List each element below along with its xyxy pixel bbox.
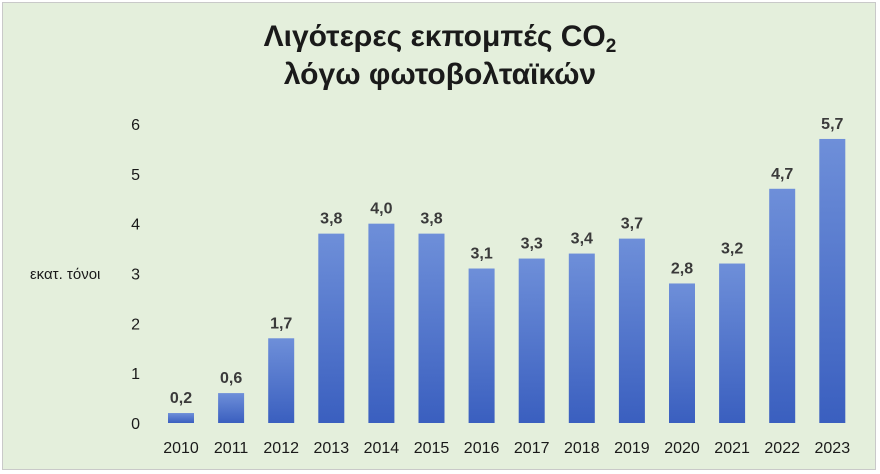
x-tick-label: 2010 (163, 440, 199, 457)
x-tick-label: 2023 (815, 440, 851, 457)
bar-2016 (468, 268, 495, 423)
bar-2017 (518, 258, 545, 423)
bar-2010 (168, 413, 194, 423)
x-tick-label: 2013 (314, 440, 350, 457)
y-tick-label: 3 (131, 267, 140, 284)
chart-title-line1: Λιγότερες εκπομπές CO2 (263, 20, 617, 57)
x-tick-label: 2016 (464, 440, 500, 457)
data-label: 3,4 (571, 231, 593, 248)
bar-2012 (268, 338, 295, 423)
x-tick-label: 2015 (414, 440, 450, 457)
x-tick-label: 2018 (564, 440, 600, 457)
x-tick-label: 2021 (714, 440, 750, 457)
y-axis-label: εκατ. τόνοι (30, 266, 100, 283)
data-label: 4,0 (370, 201, 392, 218)
y-tick-label: 5 (131, 167, 140, 184)
bar-2011 (218, 393, 245, 423)
x-tick-label: 2011 (214, 440, 249, 457)
bar-2022 (769, 188, 796, 423)
x-tick-label: 2019 (614, 440, 650, 457)
chart-title-line2: λόγω φωτοβολταϊκών (283, 58, 597, 91)
chart-title: Λιγότερες εκπομπές CO2 λόγω φωτοβολταϊκώ… (0, 18, 880, 94)
bar-2013 (318, 233, 345, 423)
data-label: 4,7 (771, 166, 793, 183)
y-tick-label: 4 (131, 217, 140, 234)
bar-2014 (368, 223, 395, 423)
y-tick-label: 6 (131, 117, 140, 134)
data-label: 0,6 (220, 370, 242, 387)
data-label: 1,7 (270, 315, 292, 332)
y-tick-label: 2 (131, 316, 140, 333)
data-label: 3,8 (320, 211, 342, 228)
x-tick-label: 2022 (764, 440, 800, 457)
bar-2015 (418, 233, 445, 423)
bar-2020 (669, 283, 695, 423)
data-label: 3,8 (420, 211, 442, 228)
x-tick-label: 2017 (514, 440, 550, 457)
bar-2023 (819, 138, 846, 423)
data-label: 2,8 (671, 260, 693, 277)
data-label: 5,7 (821, 116, 843, 133)
bar-2019 (618, 238, 645, 423)
x-tick-label: 2014 (364, 440, 400, 457)
data-label: 3,1 (470, 246, 492, 263)
bar-2021 (719, 263, 746, 423)
x-tick-label: 2020 (664, 440, 700, 457)
data-label: 3,3 (521, 236, 543, 253)
y-tick-label: 0 (131, 416, 140, 433)
y-tick-label: 1 (131, 366, 140, 383)
data-label: 0,2 (170, 390, 192, 407)
data-label: 3,7 (621, 216, 643, 233)
data-label: 3,2 (721, 241, 743, 258)
bar-2018 (568, 253, 595, 423)
x-tick-label: 2012 (263, 440, 299, 457)
